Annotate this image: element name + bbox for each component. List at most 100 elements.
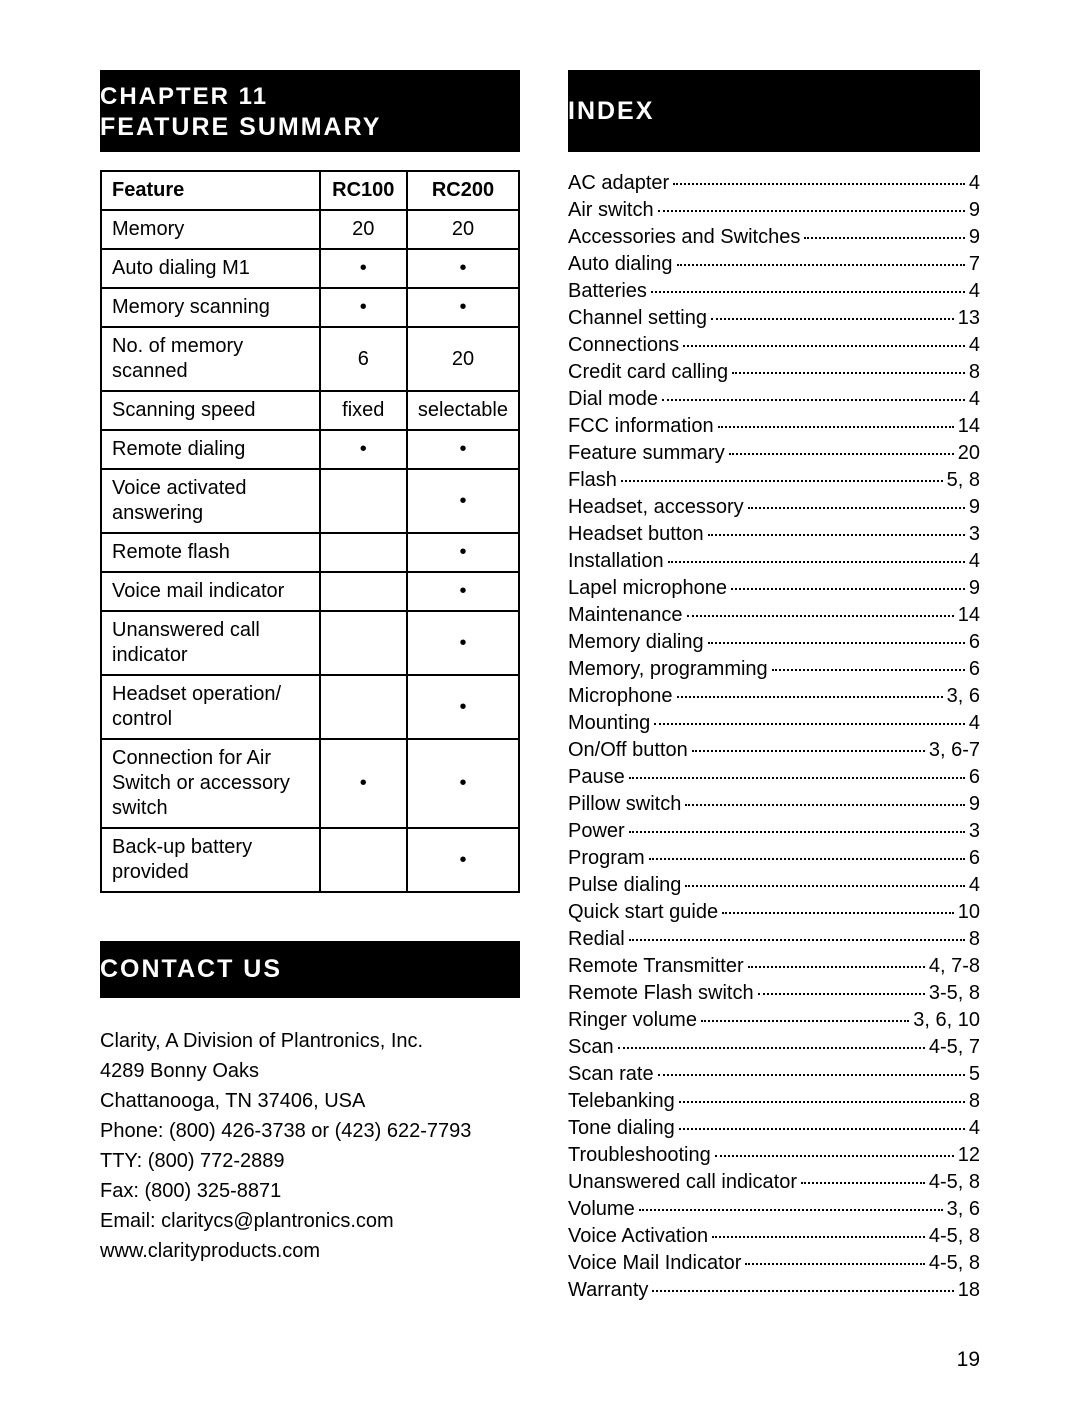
index-term: Volume bbox=[568, 1196, 635, 1223]
index-row: Pillow switch 9 bbox=[568, 791, 980, 818]
rc100-cell bbox=[320, 469, 407, 533]
index-page: 5 bbox=[969, 1061, 980, 1088]
index-title: INDEX bbox=[568, 96, 654, 126]
index-page: 4 bbox=[969, 872, 980, 899]
index-dots bbox=[801, 1182, 925, 1184]
index-dots bbox=[679, 1101, 965, 1103]
index-row: Telebanking 8 bbox=[568, 1088, 980, 1115]
index-row: Dial mode 4 bbox=[568, 386, 980, 413]
index-page: 3 bbox=[969, 521, 980, 548]
index-row: Pulse dialing 4 bbox=[568, 872, 980, 899]
index-row: Voice Activation 4-5, 8 bbox=[568, 1223, 980, 1250]
index-dots bbox=[748, 966, 925, 968]
index-row: Installation 4 bbox=[568, 548, 980, 575]
index-page: 14 bbox=[958, 413, 980, 440]
index-term: Voice Mail Indicator bbox=[568, 1250, 741, 1277]
index-dots bbox=[729, 453, 954, 455]
rc200-cell: • bbox=[407, 828, 519, 892]
contact-line: TTY: (800) 772-2889 bbox=[100, 1146, 520, 1176]
index-dots bbox=[701, 1020, 909, 1022]
index-row: Feature summary 20 bbox=[568, 440, 980, 467]
index-term: Quick start guide bbox=[568, 899, 718, 926]
rc100-cell bbox=[320, 611, 407, 675]
index-row: Power 3 bbox=[568, 818, 980, 845]
rc200-cell: 20 bbox=[407, 327, 519, 391]
index-page: 4 bbox=[969, 332, 980, 359]
feature-cell: Unanswered call indicator bbox=[101, 611, 320, 675]
rc200-cell: • bbox=[407, 675, 519, 739]
index-dots bbox=[658, 1074, 965, 1076]
index-page: 9 bbox=[969, 197, 980, 224]
index-page: 4-5, 8 bbox=[929, 1169, 980, 1196]
index-term: Telebanking bbox=[568, 1088, 675, 1115]
index-dots bbox=[621, 480, 943, 482]
index-term: Channel setting bbox=[568, 305, 707, 332]
index-row: Voice Mail Indicator 4-5, 8 bbox=[568, 1250, 980, 1277]
page-number: 19 bbox=[957, 1348, 980, 1372]
index-row: Unanswered call indicator 4-5, 8 bbox=[568, 1169, 980, 1196]
index-page: 4-5, 7 bbox=[929, 1034, 980, 1061]
index-term: Tone dialing bbox=[568, 1115, 675, 1142]
index-row: Lapel microphone 9 bbox=[568, 575, 980, 602]
index-row: Mounting 4 bbox=[568, 710, 980, 737]
index-dots bbox=[639, 1209, 943, 1211]
rc100-cell: 20 bbox=[320, 210, 407, 249]
index-term: Redial bbox=[568, 926, 625, 953]
index-row: Troubleshooting 12 bbox=[568, 1142, 980, 1169]
index-term: Scan rate bbox=[568, 1061, 654, 1088]
index-header-bar: INDEX bbox=[568, 70, 980, 152]
index-row: Memory, programming 6 bbox=[568, 656, 980, 683]
table-col-feature: Feature bbox=[101, 171, 320, 210]
index-dots bbox=[712, 1236, 925, 1238]
index-dots bbox=[618, 1047, 925, 1049]
index-page: 3-5, 8 bbox=[929, 980, 980, 1007]
table-row: Voice activated answering• bbox=[101, 469, 519, 533]
contact-line: Chattanooga, TN 37406, USA bbox=[100, 1086, 520, 1116]
index-page: 3, 6 bbox=[947, 1196, 980, 1223]
index-page: 4-5, 8 bbox=[929, 1250, 980, 1277]
index-dots bbox=[708, 534, 965, 536]
index-term: Pillow switch bbox=[568, 791, 681, 818]
index-dots bbox=[772, 669, 965, 671]
index-page: 9 bbox=[969, 791, 980, 818]
index-term: FCC information bbox=[568, 413, 714, 440]
index-dots bbox=[748, 507, 965, 509]
index-row: Tone dialing 4 bbox=[568, 1115, 980, 1142]
index-dots bbox=[668, 561, 965, 563]
index-page: 6 bbox=[969, 845, 980, 872]
index-term: Air switch bbox=[568, 197, 654, 224]
rc100-cell bbox=[320, 828, 407, 892]
index-row: Microphone 3, 6 bbox=[568, 683, 980, 710]
index-row: Ringer volume 3, 6, 10 bbox=[568, 1007, 980, 1034]
index-row: Remote Transmitter 4, 7-8 bbox=[568, 953, 980, 980]
index-page: 20 bbox=[958, 440, 980, 467]
table-row: Connection for Air Switch or accessory s… bbox=[101, 739, 519, 828]
feature-cell: Back-up battery provided bbox=[101, 828, 320, 892]
index-row: Credit card calling 8 bbox=[568, 359, 980, 386]
rc100-cell: • bbox=[320, 288, 407, 327]
index-page: 3, 6, 10 bbox=[913, 1007, 980, 1034]
index-term: Remote Transmitter bbox=[568, 953, 744, 980]
index-term: Microphone bbox=[568, 683, 673, 710]
feature-cell: Voice activated answering bbox=[101, 469, 320, 533]
index-term: Flash bbox=[568, 467, 617, 494]
index-row: Air switch 9 bbox=[568, 197, 980, 224]
feature-summary-table: Feature RC100 RC200 Memory2020Auto diali… bbox=[100, 170, 520, 893]
feature-cell: No. of memory scanned bbox=[101, 327, 320, 391]
index-page: 6 bbox=[969, 629, 980, 656]
index-row: Headset button 3 bbox=[568, 521, 980, 548]
index-page: 9 bbox=[969, 575, 980, 602]
rc100-cell bbox=[320, 533, 407, 572]
index-row: Accessories and Switches 9 bbox=[568, 224, 980, 251]
index-page: 4 bbox=[969, 386, 980, 413]
rc200-cell: • bbox=[407, 249, 519, 288]
feature-cell: Remote dialing bbox=[101, 430, 320, 469]
table-row: Memory2020 bbox=[101, 210, 519, 249]
index-page: 8 bbox=[969, 926, 980, 953]
index-term: Troubleshooting bbox=[568, 1142, 711, 1169]
index-dots bbox=[711, 318, 954, 320]
index-dots bbox=[708, 642, 965, 644]
contact-line: Fax: (800) 325-8871 bbox=[100, 1176, 520, 1206]
index-term: Batteries bbox=[568, 278, 647, 305]
index-dots bbox=[804, 237, 965, 239]
